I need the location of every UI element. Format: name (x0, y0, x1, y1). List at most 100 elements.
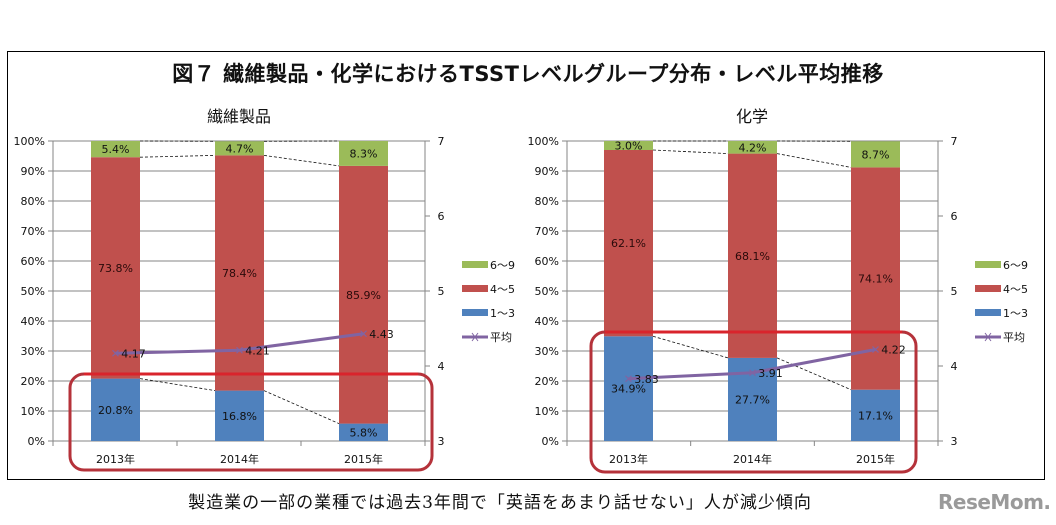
resemom-logo: ReseMom. (938, 490, 1051, 514)
y2-tick-label: 3 (438, 435, 445, 448)
y-tick-label: 80% (535, 195, 559, 208)
average-label: 4.21 (245, 344, 270, 357)
connector-line (263, 155, 340, 167)
legend-swatch (975, 285, 1001, 292)
bar-segment-4〜5 (91, 157, 140, 379)
chart-frame (7, 51, 1045, 480)
y-tick-label: 90% (21, 165, 45, 178)
legend-swatch (462, 309, 488, 316)
connector-line (776, 357, 852, 391)
y2-tick-label: 6 (951, 210, 958, 223)
average-marker (749, 369, 756, 377)
legend-label: 4〜5 (1003, 283, 1028, 296)
y2-tick-label: 7 (951, 135, 958, 148)
y-tick-label: 40% (21, 315, 45, 328)
data-label-6〜9: 8.7% (862, 148, 890, 161)
y-tick-label: 70% (535, 225, 559, 238)
legend-swatch (975, 261, 1001, 268)
bar-segment-1〜3 (91, 378, 140, 441)
x-tick-label: 2013年 (609, 452, 648, 466)
average-marker (625, 375, 632, 383)
bar-segment-1〜3 (339, 423, 388, 441)
y-tick-label: 0% (28, 435, 45, 448)
y-tick-label: 20% (535, 375, 559, 388)
connector-line (139, 155, 216, 158)
y-tick-label: 30% (535, 345, 559, 358)
data-label-1〜3: 16.8% (222, 410, 257, 423)
bar-segment-1〜3 (851, 389, 900, 441)
y-tick-label: 90% (535, 165, 559, 178)
x-tick-label: 2014年 (220, 452, 259, 466)
y-tick-label: 100% (14, 135, 45, 148)
x-tick-label: 2014年 (733, 452, 772, 466)
data-label-6〜9: 4.7% (226, 142, 254, 155)
legend-label: 1〜3 (1003, 307, 1028, 320)
x-tick-label: 2015年 (856, 452, 895, 466)
average-marker (872, 346, 879, 353)
average-label: 4.43 (369, 328, 394, 341)
subchart-title-textiles: 繊維製品 (206, 107, 271, 126)
connector-line (776, 153, 852, 168)
data-label-4〜5: 74.1% (858, 273, 893, 286)
y-tick-label: 60% (535, 255, 559, 268)
subchart-title-chemicals: 化学 (735, 107, 768, 126)
y2-tick-label: 6 (438, 210, 445, 223)
average-label: 3.83 (634, 373, 659, 386)
data-label-4〜5: 62.1% (611, 237, 646, 250)
bar-segment-6〜9 (339, 141, 388, 166)
legend-label: 平均 (490, 331, 512, 344)
x-tick-label: 2015年 (344, 452, 383, 466)
legend-swatch (462, 285, 488, 292)
bar-segment-6〜9 (215, 141, 264, 156)
y-tick-label: 50% (535, 285, 559, 298)
connector-line (263, 390, 340, 424)
y-tick-label: 30% (21, 345, 45, 358)
average-marker (236, 346, 243, 354)
data-label-4〜5: 85.9% (346, 289, 381, 302)
y-tick-label: 0% (542, 435, 559, 448)
average-label: 3.91 (758, 367, 783, 380)
legend-label: 4〜5 (490, 283, 515, 296)
y2-tick-label: 7 (438, 135, 445, 148)
average-label: 4.17 (121, 347, 146, 360)
data-label-1〜3: 5.8% (350, 426, 378, 439)
y2-tick-label: 5 (438, 285, 445, 298)
bar-segment-6〜9 (728, 141, 777, 154)
bar-segment-6〜9 (604, 141, 653, 150)
data-label-6〜9: 8.3% (350, 147, 378, 160)
data-label-4〜5: 78.4% (222, 267, 257, 280)
x-tick-label: 2013年 (96, 452, 135, 466)
legend-label: 平均 (1003, 331, 1025, 344)
y-tick-label: 60% (21, 255, 45, 268)
legend-swatch (975, 309, 1001, 316)
y-tick-label: 10% (21, 405, 45, 418)
legend-swatch (462, 261, 488, 268)
connector-line (652, 149, 729, 154)
bar-segment-4〜5 (339, 165, 388, 424)
y2-tick-label: 3 (951, 435, 958, 448)
data-label-4〜5: 73.8% (98, 262, 133, 275)
average-label: 4.22 (881, 344, 906, 357)
average-marker (112, 349, 119, 357)
data-label-6〜9: 3.0% (615, 140, 643, 153)
data-label-1〜3: 17.1% (858, 409, 893, 422)
data-label-1〜3: 20.8% (98, 404, 133, 417)
chart-0 (48, 140, 488, 472)
caption: 製造業の一部の業種では過去3年間で「英語をあまり話せない」人が減少傾向 (188, 493, 812, 513)
y2-tick-label: 4 (951, 360, 958, 373)
y-tick-label: 40% (535, 315, 559, 328)
data-label-1〜3: 34.9% (611, 383, 646, 396)
legend-marker (471, 332, 479, 342)
y-tick-label: 70% (21, 225, 45, 238)
data-label-6〜9: 5.4% (102, 143, 130, 156)
data-label-1〜3: 27.7% (735, 393, 770, 406)
data-label-4〜5: 68.1% (735, 250, 770, 263)
bar-segment-6〜9 (851, 141, 900, 168)
bar-segment-1〜3 (215, 390, 264, 441)
y-tick-label: 10% (535, 405, 559, 418)
chart-1 (562, 140, 1001, 474)
average-marker (360, 330, 367, 338)
y-tick-label: 100% (528, 135, 559, 148)
legend-label: 6〜9 (1003, 259, 1028, 272)
